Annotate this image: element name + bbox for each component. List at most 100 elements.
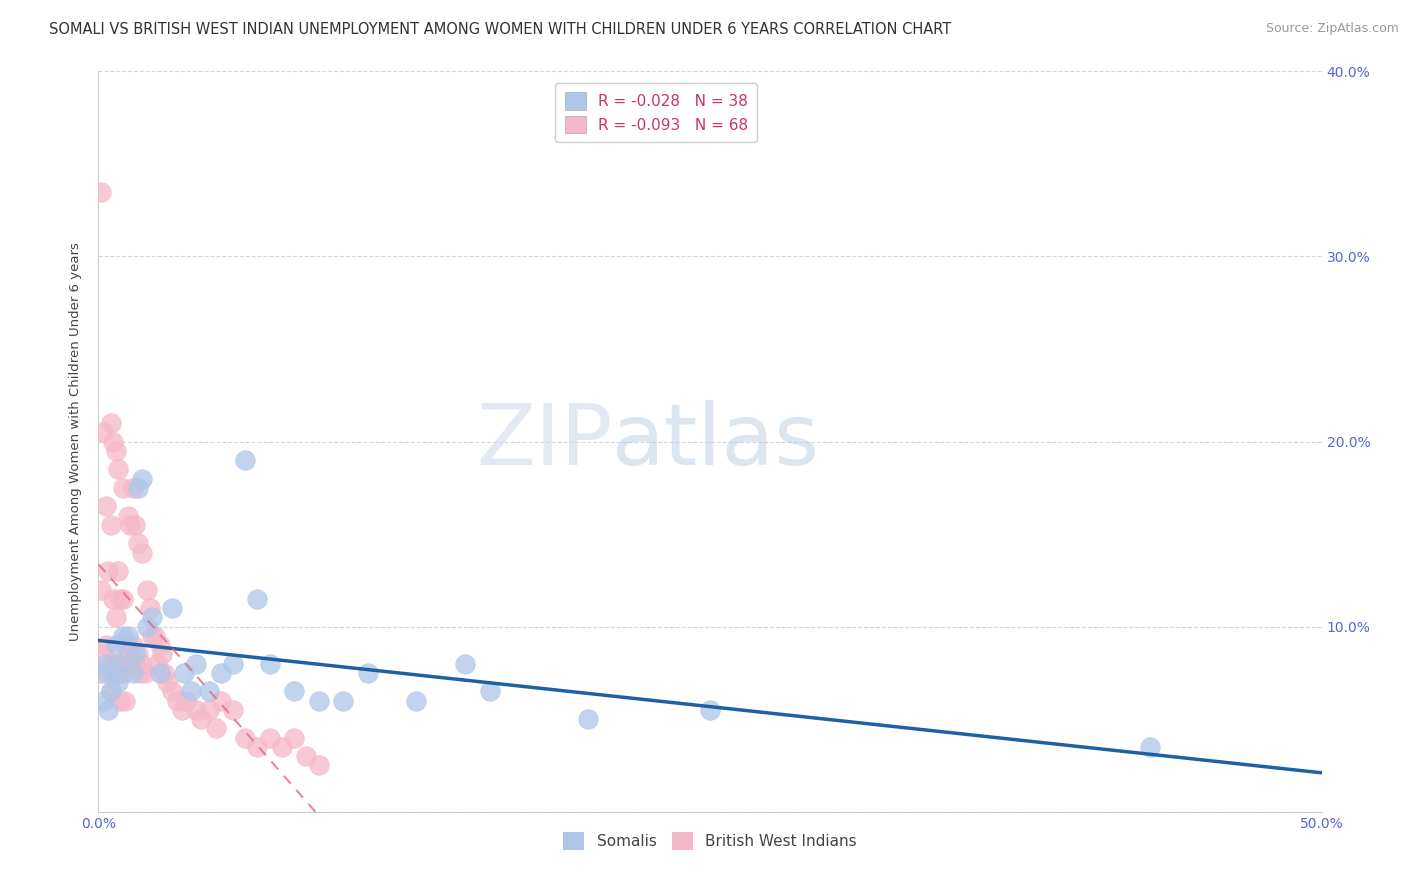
Point: [110, 591, 132, 606]
Point: [90, 582, 112, 597]
Point: [405, 694, 427, 708]
Point: [180, 684, 202, 698]
Point: [110, 657, 132, 671]
Point: [160, 684, 183, 698]
Point: [308, 694, 330, 708]
Point: [110, 694, 132, 708]
Point: [146, 657, 169, 671]
Point: [209, 665, 232, 680]
Point: [283, 731, 305, 745]
Point: [97, 564, 120, 578]
Point: [111, 629, 134, 643]
Point: [127, 481, 149, 495]
Point: [283, 684, 305, 698]
Point: [101, 591, 124, 606]
Point: [90, 185, 112, 199]
Point: [699, 703, 721, 717]
Point: [222, 657, 245, 671]
Point: [117, 508, 139, 523]
Point: [176, 694, 198, 708]
Point: [129, 665, 152, 680]
Point: [117, 648, 139, 662]
Point: [121, 638, 143, 652]
Point: [100, 517, 122, 532]
Point: [121, 481, 143, 495]
Point: [156, 675, 179, 690]
Point: [270, 739, 294, 754]
Text: SOMALI VS BRITISH WEST INDIAN UNEMPLOYMENT AMONG WOMEN WITH CHILDREN UNDER 6 YEA: SOMALI VS BRITISH WEST INDIAN UNEMPLOYME…: [49, 22, 952, 37]
Point: [94, 500, 117, 514]
Point: [104, 638, 127, 652]
Point: [143, 629, 166, 643]
Point: [110, 665, 132, 680]
Point: [166, 694, 188, 708]
Point: [222, 703, 245, 717]
Point: [91, 694, 114, 708]
Point: [170, 703, 193, 717]
Point: [209, 694, 232, 708]
Point: [136, 582, 159, 597]
Point: [107, 564, 129, 578]
Point: [356, 665, 378, 680]
Point: [100, 684, 122, 698]
Point: [101, 434, 124, 449]
Point: [149, 665, 172, 680]
Point: [295, 749, 318, 764]
Point: [107, 675, 129, 690]
Point: [114, 638, 136, 652]
Point: [94, 657, 117, 671]
Point: [246, 591, 269, 606]
Text: atlas: atlas: [612, 400, 820, 483]
Y-axis label: Unemployment Among Women with Children Under 6 years: Unemployment Among Women with Children U…: [69, 242, 83, 641]
Point: [332, 694, 354, 708]
Point: [197, 684, 219, 698]
Point: [104, 443, 127, 458]
Point: [101, 665, 124, 680]
Point: [91, 425, 114, 440]
Point: [91, 648, 114, 662]
Point: [104, 657, 127, 671]
Point: [233, 453, 256, 467]
Point: [259, 731, 281, 745]
Point: [90, 665, 112, 680]
Point: [107, 665, 129, 680]
Point: [131, 472, 153, 486]
Point: [153, 665, 176, 680]
Point: [120, 657, 142, 671]
Point: [114, 694, 136, 708]
Point: [100, 684, 122, 698]
Point: [111, 481, 134, 495]
Point: [100, 416, 122, 430]
Point: [124, 657, 146, 671]
Legend: Somalis, British West Indians: Somalis, British West Indians: [557, 826, 863, 856]
Point: [233, 731, 256, 745]
Text: ZIP: ZIP: [475, 400, 612, 483]
Point: [121, 665, 143, 680]
Point: [149, 638, 172, 652]
Point: [101, 657, 124, 671]
Point: [124, 648, 146, 662]
Point: [131, 545, 153, 560]
Point: [246, 739, 269, 754]
Point: [97, 703, 120, 717]
Text: Source: ZipAtlas.com: Source: ZipAtlas.com: [1265, 22, 1399, 36]
Point: [111, 591, 134, 606]
Point: [94, 638, 117, 652]
Point: [173, 665, 195, 680]
Point: [259, 657, 281, 671]
Point: [127, 536, 149, 550]
Point: [124, 517, 146, 532]
Point: [134, 665, 156, 680]
Point: [141, 610, 163, 624]
Point: [141, 629, 163, 643]
Point: [478, 684, 501, 698]
Point: [127, 648, 149, 662]
Point: [1139, 739, 1161, 754]
Point: [139, 601, 162, 615]
Point: [576, 712, 599, 726]
Point: [136, 619, 159, 633]
Point: [120, 517, 142, 532]
Point: [104, 610, 127, 624]
Point: [186, 657, 208, 671]
Point: [308, 758, 330, 772]
